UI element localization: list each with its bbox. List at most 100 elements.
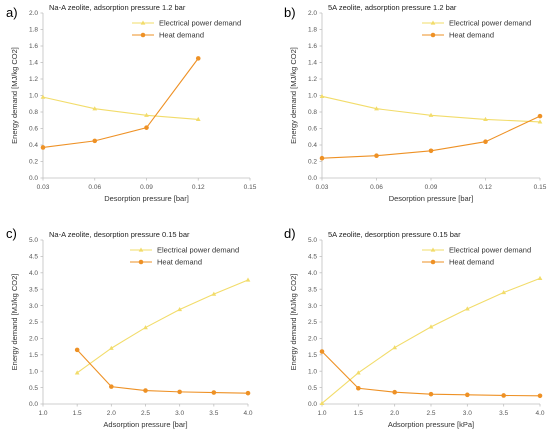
data-point-heat-demand: [92, 138, 98, 144]
series-line-heat-demand: [42, 58, 199, 149]
legend-label-electrical: Electrical power demand: [157, 246, 239, 255]
data-point-electrical-demand: [428, 324, 434, 329]
legend-label-heat: Heat demand: [159, 31, 204, 40]
legend-marker-heat: [138, 259, 144, 265]
plot-b: 0.0 0.2 0.4 0.6 0.8 1.0 1.2 1.4 1.6 1.8 2.0 0.03 0.0…: [289, 3, 547, 203]
y-tick-label: 4.5: [308, 254, 317, 261]
y-tick-label: 1.0: [308, 368, 317, 375]
plot-d: 0.0 0.5 1.0 1.5 2.0 2.5 3.0 3.5 4.0 4.5 5.0 1.0 1.5 2…: [289, 230, 545, 429]
y-tick-label: 2.0: [308, 336, 317, 343]
y-tick-label: 1.0: [29, 93, 38, 100]
y-tick-label: 0.5: [308, 385, 317, 392]
data-point-electrical-demand: [74, 370, 80, 375]
y-tick-label: 2.0: [308, 10, 317, 17]
data-point-electrical-demand: [392, 345, 398, 350]
y-tick-label: 0.2: [29, 159, 38, 166]
data-point-heat-demand: [483, 139, 488, 144]
y-tick-label: 0.0: [29, 401, 38, 408]
data-point-electrical-demand: [211, 291, 217, 296]
x-tick-label: 2.0: [107, 410, 116, 417]
legend-label-electrical: Electrical power demand: [159, 19, 241, 28]
y-tick-label: 1.8: [29, 27, 38, 34]
data-point-electrical-demand: [355, 370, 361, 375]
data-point-heat-demand: [177, 389, 182, 395]
x-tick-label: 3.5: [209, 410, 218, 417]
legend-label-heat: Heat demand: [449, 31, 494, 40]
x-tick-label: 0.09: [140, 184, 153, 191]
x-tick-label: 1.0: [317, 410, 326, 417]
y-tick-label: 0.6: [29, 126, 38, 133]
y-tick-label: 1.5: [29, 352, 38, 359]
data-point-electrical-demand: [245, 277, 251, 282]
x-tick-label: 0.03: [316, 184, 329, 191]
panel-letter-b: b): [284, 5, 296, 20]
y-tick-label: 0.6: [308, 126, 317, 133]
y-tick-label: 2.5: [29, 319, 38, 326]
legend-marker-electrical: [430, 247, 436, 252]
series-line-electrical-demand: [76, 279, 249, 374]
y-axis-label: Energy demand [MJ/kg CO2]: [289, 274, 298, 371]
x-tick-label: 2.0: [390, 410, 399, 417]
y-tick-label: 3.0: [29, 303, 38, 310]
data-point-heat-demand: [144, 125, 149, 130]
legend-marker-electrical: [430, 20, 436, 25]
series-line-electrical-demand: [42, 96, 199, 120]
data-point-heat-demand: [374, 153, 379, 159]
x-axis-label: Adsorption pressure [bar]: [103, 420, 187, 429]
data-point-heat-demand: [143, 388, 148, 393]
data-point-electrical-demand: [537, 275, 543, 281]
y-tick-label: 1.2: [29, 76, 38, 83]
data-point-electrical-demand: [483, 116, 488, 122]
y-tick-label: 0.4: [308, 142, 317, 149]
y-tick-label: 1.0: [308, 93, 317, 100]
panel-letter-c: c): [6, 226, 17, 241]
y-tick-label: 0.4: [29, 142, 38, 149]
legend-label-heat: Heat demand: [449, 258, 494, 267]
x-tick-label: 0.06: [370, 184, 383, 191]
x-tick-label: 1.5: [73, 410, 82, 417]
x-tick-label: 1.0: [38, 410, 47, 417]
data-point-heat-demand: [428, 391, 434, 397]
y-tick-label: 1.8: [308, 27, 317, 34]
y-tick-label: 0.8: [29, 109, 38, 116]
legend-marker-heat: [140, 32, 146, 38]
data-point-heat-demand: [245, 390, 251, 396]
x-tick-label: 0.15: [244, 184, 257, 191]
x-tick-label: 4.0: [243, 410, 252, 417]
legend-label-heat: Heat demand: [157, 258, 202, 267]
data-point-heat-demand: [428, 148, 434, 154]
panel-letter-d: d): [284, 226, 296, 241]
x-tick-label: 0.06: [88, 184, 101, 191]
y-tick-label: 1.5: [308, 352, 317, 359]
x-tick-label: 2.5: [426, 410, 435, 417]
data-point-heat-demand: [392, 389, 397, 395]
y-axis-label: Energy demand [MJ/kg CO2]: [10, 47, 19, 144]
data-point-heat-demand: [109, 384, 114, 389]
legend-marker-heat: [430, 32, 436, 38]
data-point-heat-demand: [537, 113, 543, 119]
y-tick-label: 1.4: [308, 60, 317, 67]
data-point-electrical-demand: [319, 400, 325, 405]
x-axis-label: Desorption pressure [bar]: [389, 194, 474, 203]
data-point-heat-demand: [195, 56, 201, 61]
data-point-electrical-demand: [40, 94, 46, 99]
x-tick-label: 0.03: [37, 184, 50, 191]
data-point-electrical-demand: [195, 116, 201, 122]
chart-title: 5A zeolite, desorption pressure 0.15 bar: [328, 230, 461, 239]
legend-label-electrical: Electrical power demand: [449, 19, 531, 28]
data-point-heat-demand: [537, 393, 543, 399]
y-tick-label: 3.5: [29, 286, 38, 293]
y-tick-label: 1.6: [29, 43, 38, 50]
series-line-heat-demand: [321, 351, 541, 397]
legend-label-electrical: Electrical power demand: [449, 246, 531, 255]
y-tick-label: 2.0: [29, 10, 38, 17]
series-line-heat-demand: [76, 349, 249, 394]
y-tick-label: 4.0: [308, 270, 317, 277]
x-tick-label: 1.5: [354, 410, 363, 417]
data-point-electrical-demand: [177, 307, 183, 312]
data-point-electrical-demand: [143, 325, 148, 330]
data-point-heat-demand: [319, 349, 325, 354]
y-tick-label: 1.4: [29, 60, 38, 67]
plot-a: 0.0 0.2 0.4 0.6 0.8 1.0 1.2 1.4 1.6 1.8 2.0 0.03 0.0…: [10, 3, 257, 203]
